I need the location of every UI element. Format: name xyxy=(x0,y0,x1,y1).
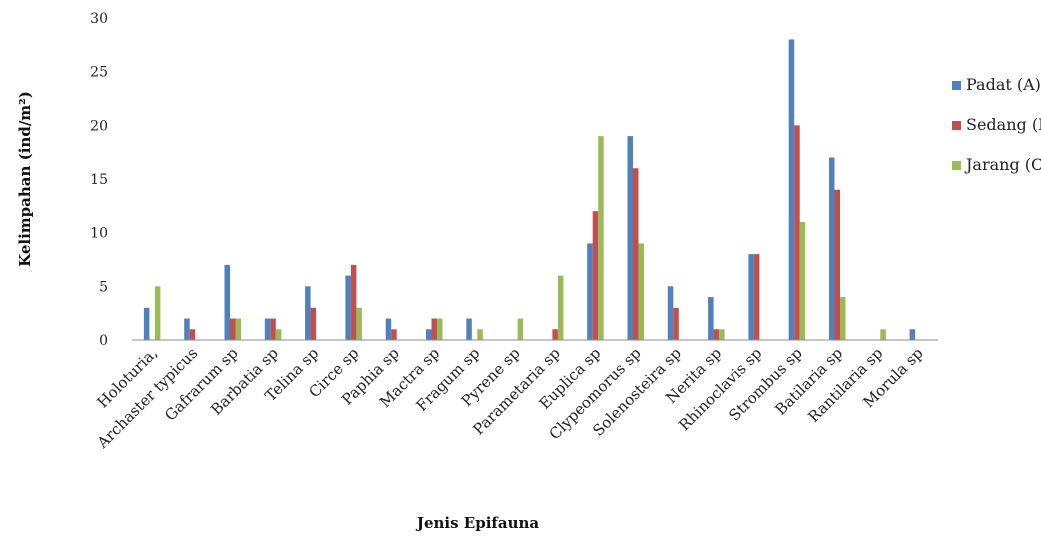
bar xyxy=(350,264,357,340)
bar xyxy=(748,254,754,340)
bar xyxy=(224,264,230,340)
legend: Padat (A) Sedang (B) Jarang (C) xyxy=(952,75,1041,174)
bar xyxy=(598,136,604,340)
bar xyxy=(356,307,362,340)
bar xyxy=(143,307,150,340)
bar xyxy=(708,297,714,340)
legend-swatch xyxy=(952,161,961,170)
y-tick-label: 15 xyxy=(90,172,108,188)
bar xyxy=(552,329,558,340)
x-axis-title: Jenis Epifauna xyxy=(415,514,540,532)
legend-label: Sedang (B) xyxy=(966,115,1041,134)
bar xyxy=(909,329,916,340)
bar xyxy=(385,318,392,340)
bar xyxy=(270,318,276,340)
bar xyxy=(230,318,236,340)
bar xyxy=(829,157,835,340)
bar xyxy=(517,318,524,340)
bar xyxy=(592,211,599,340)
y-axis-title: Kelimpahan (ind/m²) xyxy=(16,91,34,267)
bar xyxy=(345,275,351,340)
bar xyxy=(799,221,806,340)
bar xyxy=(627,136,633,340)
bar xyxy=(275,329,282,340)
y-tick-label: 10 xyxy=(90,226,108,242)
bar xyxy=(719,329,725,340)
legend-swatch xyxy=(952,81,961,90)
bar xyxy=(437,318,443,340)
y-tick-label: 20 xyxy=(90,118,108,134)
bar xyxy=(184,318,190,340)
y-tick-label: 5 xyxy=(99,279,108,295)
y-tick-label: 0 xyxy=(99,333,108,349)
bar xyxy=(264,318,271,340)
legend-label: Padat (A) xyxy=(966,75,1041,94)
bar xyxy=(834,189,840,340)
bars-group xyxy=(143,39,916,340)
bar xyxy=(587,243,593,340)
bar xyxy=(154,286,161,340)
legend-label: Jarang (C) xyxy=(964,155,1041,174)
bar xyxy=(794,125,800,340)
bar xyxy=(466,318,472,340)
bar xyxy=(633,168,639,340)
y-tick-label: 30 xyxy=(90,11,108,27)
legend-swatch xyxy=(952,121,961,130)
bar xyxy=(753,254,760,340)
bar xyxy=(788,39,795,340)
bar xyxy=(557,275,564,340)
bar xyxy=(840,297,846,340)
bar xyxy=(426,329,432,340)
bar xyxy=(880,329,886,340)
y-axis-ticks: 0 5 10 15 20 25 30 xyxy=(90,11,108,349)
bar xyxy=(235,318,241,340)
bar xyxy=(310,307,317,340)
bar xyxy=(189,329,196,340)
bar xyxy=(391,329,397,340)
bar xyxy=(477,329,483,340)
y-tick-label: 25 xyxy=(90,65,108,81)
bar xyxy=(305,286,311,340)
bar xyxy=(673,307,679,340)
bar xyxy=(667,286,674,340)
bar xyxy=(431,318,437,340)
bar xyxy=(638,243,644,340)
bar xyxy=(713,329,720,340)
